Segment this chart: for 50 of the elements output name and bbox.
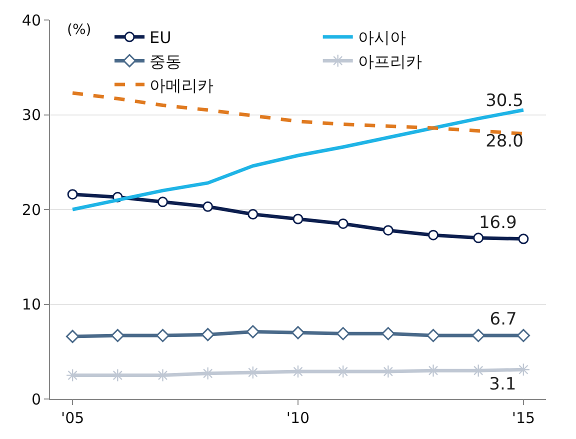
point — [292, 214, 304, 224]
point — [201, 366, 214, 380]
point — [336, 327, 350, 340]
point — [157, 196, 168, 208]
point — [426, 364, 440, 378]
point — [426, 328, 440, 342]
y-tick-label: 40 — [22, 11, 41, 30]
point — [156, 368, 170, 382]
data-label: 30.5 — [486, 90, 524, 111]
point — [518, 234, 529, 244]
point — [516, 328, 530, 342]
point — [516, 363, 530, 376]
point — [473, 232, 484, 244]
point — [111, 328, 124, 342]
y-tick-label: 0 — [31, 390, 41, 408]
point — [156, 328, 170, 342]
point — [382, 225, 394, 236]
point — [246, 325, 260, 338]
legend-label: 아시아 — [358, 28, 406, 48]
y-tick-label: 20 — [22, 200, 41, 219]
x-tick-label: '05 — [60, 409, 84, 427]
y-tick-label: 30 — [22, 106, 41, 124]
point — [111, 368, 124, 382]
line-series — [70, 108, 526, 212]
point — [291, 326, 305, 340]
point — [291, 364, 305, 378]
point — [338, 218, 348, 229]
y-axis-title: (%) — [67, 22, 92, 38]
point — [66, 368, 80, 382]
point — [472, 364, 485, 378]
point — [472, 328, 485, 342]
point — [382, 327, 395, 340]
point — [66, 330, 80, 344]
point — [428, 230, 439, 240]
point — [248, 208, 258, 220]
y-tick-label: 10 — [22, 296, 41, 314]
data-label: 28.0 — [486, 131, 524, 152]
point — [382, 364, 395, 378]
x-tick-label: '15 — [512, 409, 536, 427]
data-label: 3.1 — [489, 374, 516, 395]
point — [201, 328, 214, 342]
data-label: 16.9 — [478, 212, 517, 233]
data-label: 6.7 — [490, 310, 517, 330]
point — [202, 201, 214, 212]
point — [67, 189, 78, 200]
legend-label: EU — [150, 28, 172, 48]
x-tick-label: '10 — [286, 409, 310, 427]
legend-label: 아프리카 — [358, 52, 422, 71]
legend-label: 중동 — [150, 52, 182, 71]
legend-label: 아메리카 — [150, 76, 214, 95]
